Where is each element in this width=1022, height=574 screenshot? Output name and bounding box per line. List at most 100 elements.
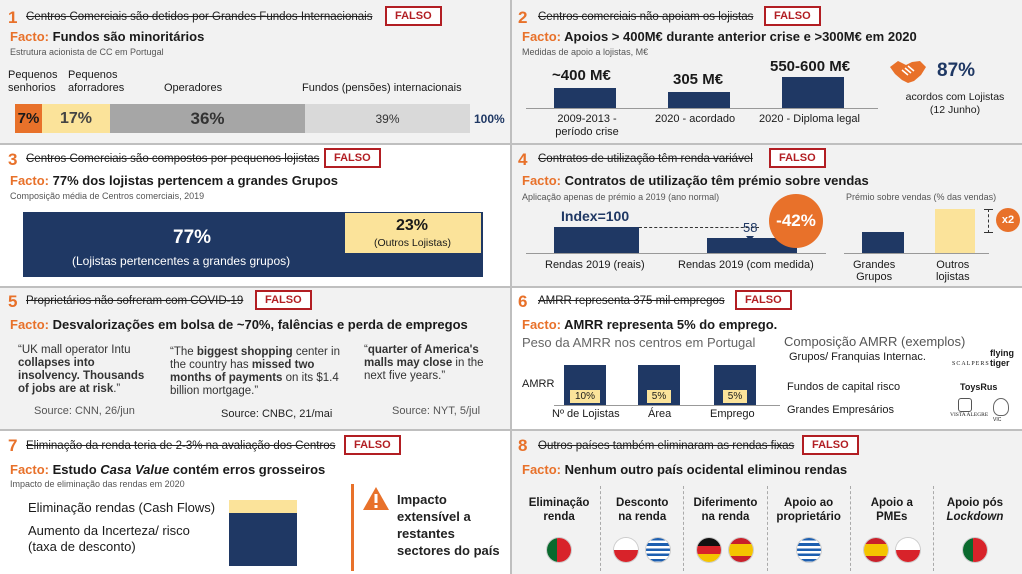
myth-text: Proprietários não sofreram com COVID-19 — [26, 295, 244, 307]
flying-tiger-logo: flying tiger — [990, 348, 1014, 368]
amrr-label: AMRR — [522, 378, 555, 390]
fact-label: Facto: — [10, 317, 49, 332]
measure-column: Apoio pós Lockdown — [934, 486, 1016, 571]
row-risk: Aumento da Incerteza/ risco (taxa de des… — [28, 523, 190, 554]
fact-label: Facto: — [522, 173, 561, 188]
quote-cnn-source: Source: CNN, 26/jun — [34, 405, 135, 417]
measures-row: Eliminação renda Desconto na renda Diferim… — [518, 486, 1016, 571]
subtitle-premium: Prémio sobre vendas (% das vendas) — [846, 192, 997, 202]
horizontal-divider-2 — [0, 286, 1022, 288]
fact-line: Facto: AMRR representa 5% do emprego. — [522, 317, 777, 332]
bar-1 — [554, 88, 616, 108]
bar-area-tag: 5% — [647, 390, 671, 403]
fact-text: Apoios > 400M€ durante anterior crise e … — [564, 29, 917, 44]
vic-logo-icon — [993, 398, 1009, 416]
falso-badge: FALSO — [255, 290, 312, 310]
falso-badge: FALSO — [764, 6, 821, 26]
measure-label: Apoio pós Lockdown — [946, 497, 1004, 523]
bar-value-3: 550-600 M€ — [770, 58, 851, 75]
other-retailers-value: 23% — [396, 217, 429, 234]
bar-label-retailers: Nº de Lojistas — [552, 408, 620, 420]
multiplier-value: x2 — [1001, 214, 1015, 226]
multiplier-badge: x2 — [996, 208, 1020, 232]
bar-label-groups: Grandes Grupos — [853, 259, 896, 283]
quote-cnbc-source: Source: CNBC, 21/mai — [221, 408, 333, 420]
other-retailers-label: (Outros Lojistas) — [374, 237, 452, 249]
reduction-badge: -42% — [769, 194, 823, 248]
handshake-icon — [890, 61, 926, 83]
fact-line: Facto: Nenhum outro país ocidental elimi… — [522, 462, 847, 477]
baseline — [526, 108, 878, 109]
orange-divider — [351, 484, 354, 571]
panel-7: 7 Eliminação da renda teria de 2-3% na a… — [0, 431, 510, 574]
falso-badge: FALSO — [324, 148, 381, 168]
flag-group — [518, 538, 600, 562]
fact-text: Nenhum outro país ocidental eliminou ren… — [564, 462, 848, 477]
segment-label-2: Pequenos aforradores — [68, 69, 125, 94]
bar-label-employment: Emprego — [710, 408, 755, 420]
flag-portugal-icon — [547, 538, 572, 562]
bracket-line — [988, 209, 989, 233]
panel-number: 7 — [8, 436, 18, 455]
rent-measure-bar — [707, 238, 797, 253]
scalpers-logo: SCALPERS — [952, 361, 990, 367]
agreement-label: acordos com Lojistas (12 Junho) — [905, 91, 1005, 116]
vista-alegre-logo: VISTA ALEGRE — [950, 412, 989, 418]
panel-number: 6 — [518, 292, 528, 311]
falso-badge: FALSO — [802, 435, 859, 455]
segment-value-4: 39% — [375, 111, 400, 126]
myth-text: Outros países também eliminaram as renda… — [538, 440, 795, 452]
large-groups-label: (Lojistas pertencentes a grandes grupos) — [72, 254, 291, 268]
fact-label: Facto: — [10, 173, 49, 188]
dashed-line — [639, 227, 759, 228]
other-retailers-premium-bar — [935, 209, 975, 253]
subtitle: Medidas de apoio a lojistas, M€ — [522, 47, 649, 57]
segment-label-4: Fundos (pensões) internacionais — [302, 82, 462, 94]
fact-line: Facto: Contratos de utilização têm prémi… — [522, 173, 869, 188]
bar-2 — [668, 92, 730, 108]
segment-2: 17% — [42, 104, 110, 133]
measure-label: Apoio a PMEs — [870, 497, 913, 523]
index-58: 58 — [743, 220, 758, 235]
panel-8: 8 Outros países também eliminaram as ren… — [512, 431, 1022, 574]
panel-6: 6 AMRR representa 375 mil empregos FALSO… — [512, 288, 1022, 429]
flag-portugal-icon — [962, 538, 987, 562]
flag-poland-icon — [614, 538, 639, 562]
flag-spain-icon — [729, 538, 754, 562]
cash-flow-bar — [229, 500, 297, 513]
impact-text: Impacto extensível a restantes sectores … — [397, 492, 500, 558]
segment-value-3: 36% — [190, 108, 225, 128]
segment-4: 39% — [305, 104, 470, 133]
horizontal-divider-3 — [0, 429, 1022, 431]
myth-text: AMRR representa 375 mil empregos — [538, 295, 725, 307]
fact-label: Facto: — [522, 462, 561, 477]
crest-logo-icon — [958, 398, 972, 412]
large-groups-premium-bar — [862, 232, 904, 253]
quote-cnbc: “The biggest shopping center in the coun… — [170, 346, 340, 397]
myth-text: Centros Comerciais são detidos por Grand… — [26, 11, 373, 23]
large-groups-value: 77% — [173, 227, 212, 248]
composition-title: Composição AMRR (exemplos) — [784, 334, 966, 349]
index-label: Index=100 — [561, 208, 630, 224]
flag-group — [684, 538, 766, 562]
measure-label: Desconto na renda — [616, 497, 669, 523]
measure-column: Desconto na renda — [601, 486, 685, 571]
risk-bar — [229, 513, 297, 566]
bar-3 — [782, 77, 844, 108]
fact-line: Facto: Fundos são minoritários — [10, 29, 204, 44]
baseline-premium — [844, 253, 989, 254]
panel-1: 1 Centros Comerciais são detidos por Gra… — [0, 0, 510, 143]
composition-item-2: Fundos de capital risco — [787, 381, 901, 393]
bar-label-others: Outros lojistas — [936, 259, 970, 283]
measure-label: Diferimento na renda — [693, 497, 758, 523]
falso-badge: FALSO — [769, 148, 826, 168]
baseline — [526, 253, 826, 254]
myth-text: Eliminação da renda teria de 2-3% na ava… — [26, 440, 336, 452]
bar-value-1: ~400 M€ — [552, 67, 611, 84]
fact-text: Contratos de utilização têm prémio sobre… — [564, 173, 869, 188]
row-cash-flows: Eliminação rendas (Cash Flows) — [28, 500, 216, 515]
panel-number: 2 — [518, 8, 528, 27]
bar-label-2: 2020 - acordado — [655, 113, 736, 125]
flag-spain-icon — [863, 538, 888, 562]
total-value: 100% — [474, 112, 505, 126]
